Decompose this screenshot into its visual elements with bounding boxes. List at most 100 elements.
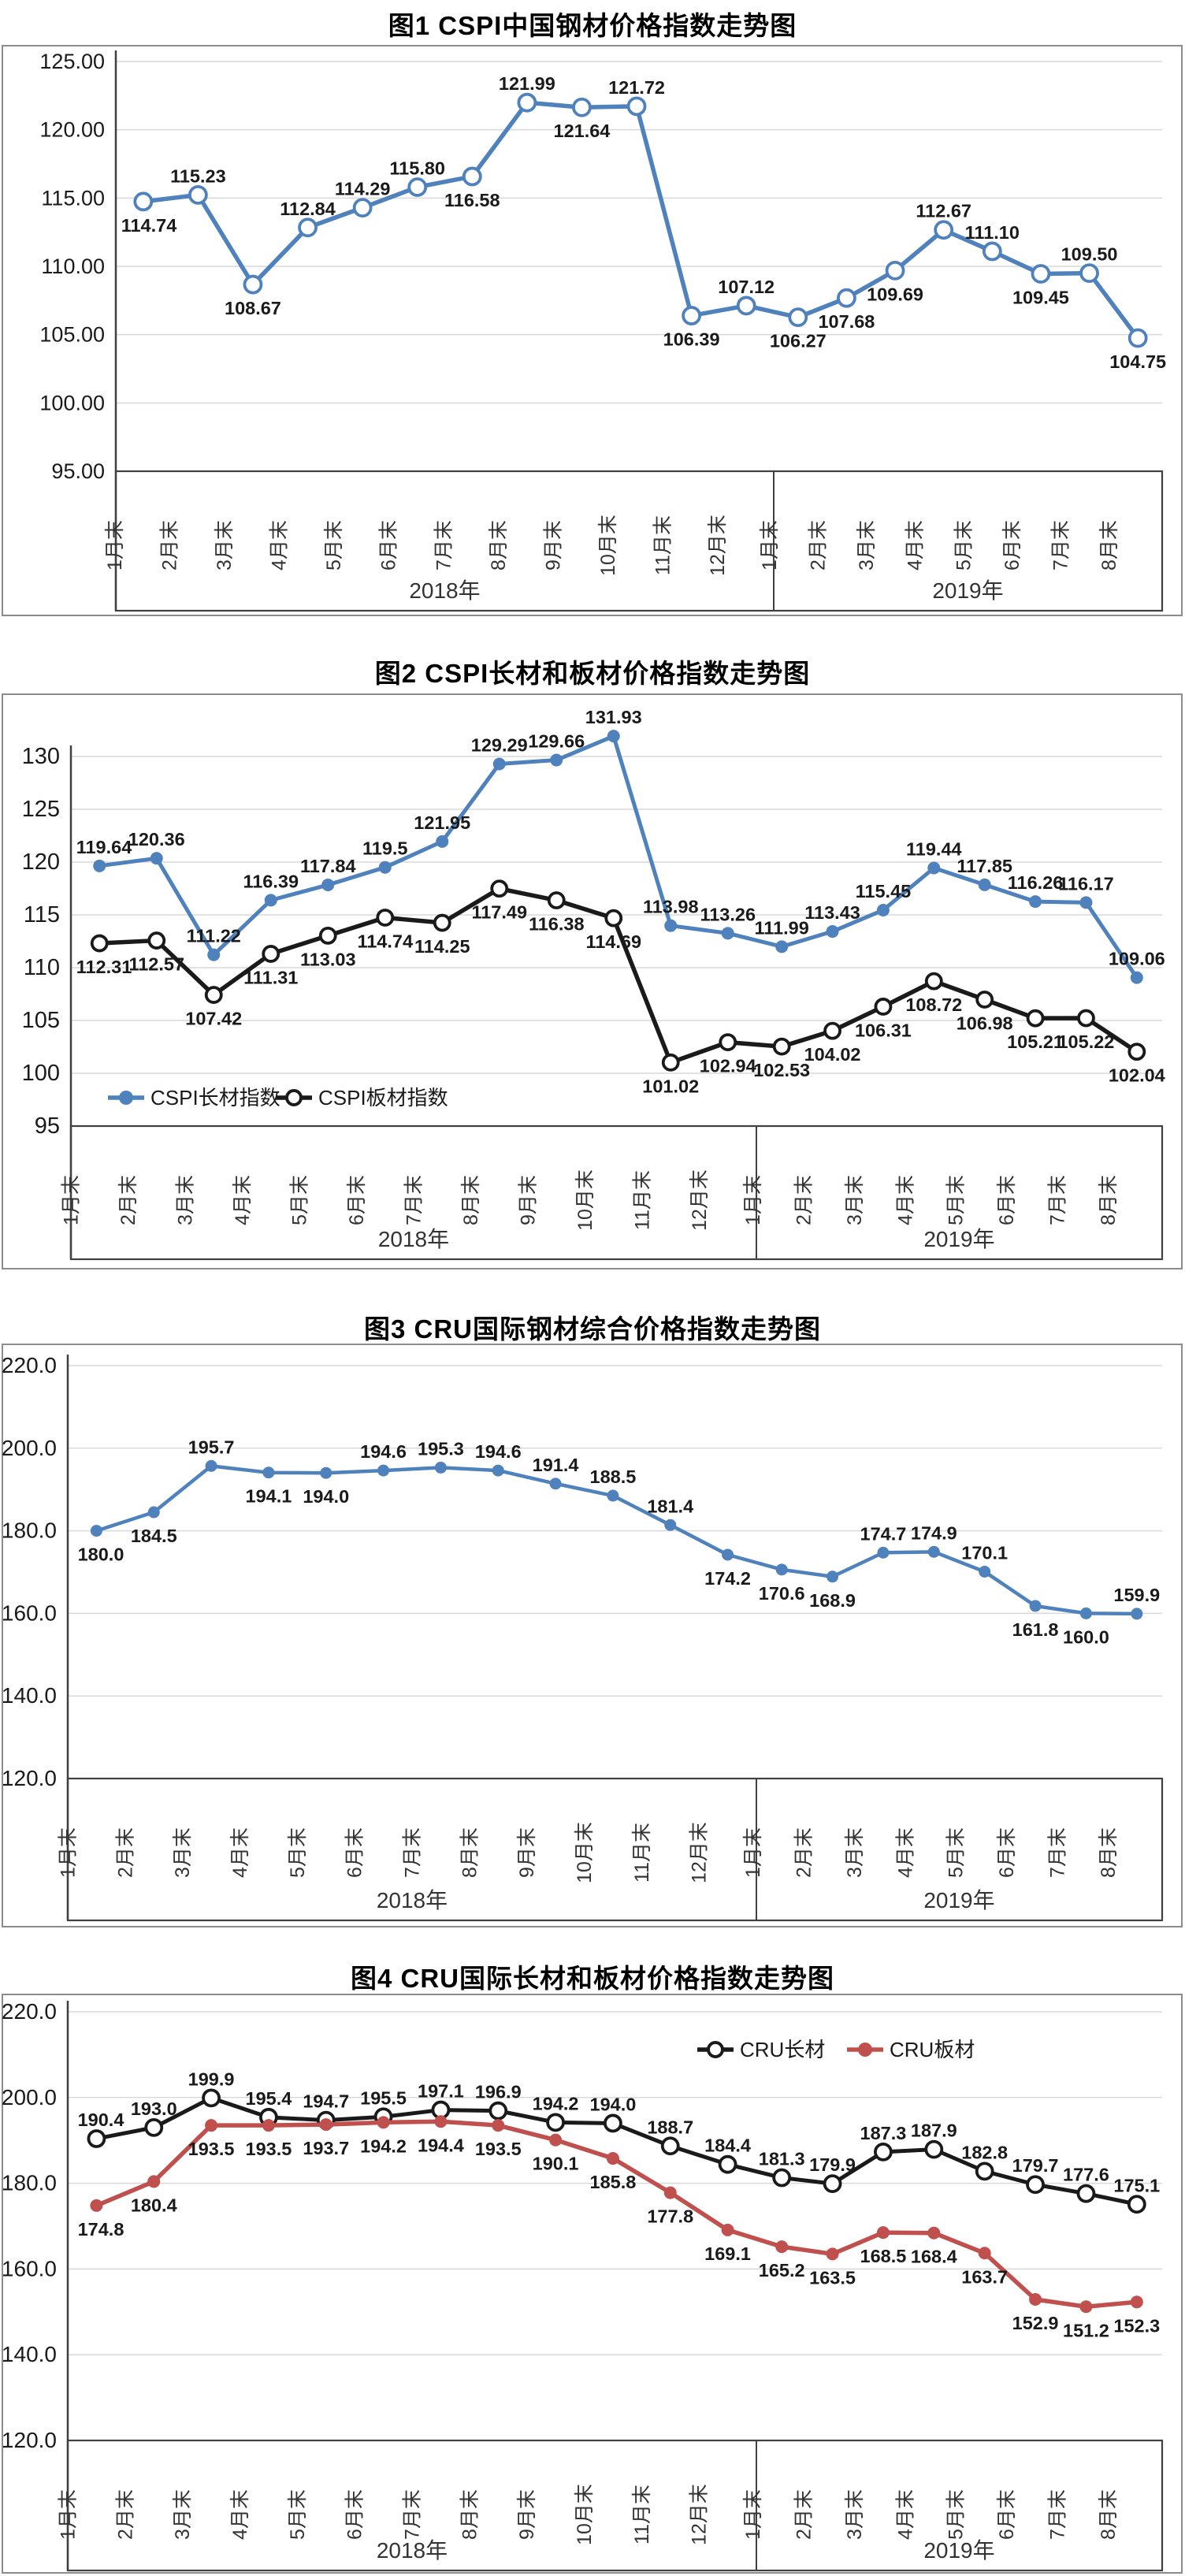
data-point-marker: [262, 945, 280, 963]
data-label: 116.39: [243, 871, 299, 891]
month-label: 7月末: [401, 2489, 423, 2540]
y-tick-label: 180.0: [2, 1518, 57, 1543]
data-point-marker: [572, 97, 592, 117]
chart-border: [2, 45, 1183, 616]
data-point-marker: [827, 1571, 839, 1583]
y-tick-label: 110: [24, 955, 60, 980]
data-label: 191.4: [533, 1455, 579, 1475]
figure-2-chart: 130 125 120 115 110 105 100 95 1月末 2月末 3月末 4月末 5月末 6月…: [0, 693, 1185, 1270]
month-label: 2月末: [793, 1827, 815, 1878]
year-label: 2018年: [377, 1888, 448, 1912]
data-point-marker: [823, 2174, 842, 2194]
month-label: 8月末: [459, 1827, 481, 1878]
data-point-marker: [546, 2113, 565, 2132]
y-tick-label: 120.0: [2, 1766, 57, 1790]
series-line: [95, 1464, 1137, 1616]
data-point-marker: [837, 288, 856, 308]
month-label: 5月末: [945, 1175, 968, 1225]
y-tick-label: 220.0: [2, 1353, 57, 1377]
data-point-marker: [549, 2133, 563, 2147]
year-label: 2019年: [923, 1227, 994, 1251]
data-point-marker: [547, 891, 566, 909]
data-label: 170.1: [961, 1542, 1008, 1563]
data-point-marker: [319, 2118, 332, 2132]
data-point-marker: [663, 2186, 677, 2199]
month-label: 5月末: [945, 2489, 968, 2540]
data-label: 193.0: [131, 2098, 177, 2119]
data-point-marker: [1077, 1009, 1095, 1028]
chart-svg-1: 125.00 120.00 115.00 110.00 105.00 100.00 95.0…: [2, 45, 1183, 616]
data-label: 169.1: [704, 2243, 751, 2264]
month-label: 8月末: [1098, 1175, 1120, 1225]
data-point-marker: [607, 730, 620, 743]
data-label: 179.7: [1012, 2155, 1059, 2176]
data-label: 107.12: [718, 277, 775, 297]
y-tick-label: 200.0: [2, 1436, 57, 1460]
month-label: 5月末: [953, 520, 975, 571]
data-point-marker: [927, 1545, 940, 1558]
y-axis-labels: 130 125 120 115 110 105 100 95: [22, 744, 60, 1139]
month-label: 1月末: [57, 1827, 79, 1878]
data-point-marker: [407, 177, 428, 197]
data-point-marker: [721, 2223, 734, 2236]
month-label: 4月末: [269, 520, 291, 571]
data-label: 109.50: [1061, 244, 1118, 265]
data-label: 111.31: [243, 967, 298, 987]
data-point-marker: [874, 2142, 893, 2162]
data-label: 113.43: [804, 902, 860, 923]
y-tick-label: 120.00: [39, 118, 105, 142]
data-label: 115.80: [389, 158, 445, 178]
y-tick-label: 115.00: [41, 186, 105, 210]
data-point-marker: [133, 191, 154, 212]
figure-1-chart: 125.00 120.00 115.00 110.00 105.00 100.00 95.0…: [0, 45, 1185, 617]
month-label: 5月末: [288, 1175, 310, 1225]
data-point-marker: [1130, 971, 1143, 984]
data-point-marker: [934, 220, 954, 240]
y-tick-label: 105.00: [39, 323, 105, 347]
data-point-marker: [979, 1565, 991, 1578]
month-label: 3月末: [174, 1175, 196, 1225]
chart-border: [2, 1344, 1183, 1927]
data-label: 190.4: [78, 2109, 124, 2130]
data-label: 114.74: [357, 931, 413, 951]
x-axis-box: [66, 1777, 1164, 1922]
y-tick-label: 120: [22, 849, 60, 875]
data-point-marker: [975, 2162, 994, 2181]
month-label: 2月末: [114, 2489, 136, 2540]
data-point-marker: [1079, 263, 1099, 284]
data-point-marker: [517, 92, 537, 113]
month-label: 2月末: [114, 1827, 136, 1878]
data-label: 105.22: [1057, 1032, 1114, 1052]
month-label: 4月末: [229, 2489, 251, 2540]
data-point-marker: [876, 2226, 890, 2240]
data-label: 117.84: [300, 856, 356, 876]
y-tick-label: 130: [22, 744, 60, 769]
data-label: 181.4: [647, 1496, 693, 1516]
month-label: 3月末: [214, 520, 236, 571]
data-point-marker: [823, 1021, 841, 1040]
data-label: 114.74: [121, 215, 177, 236]
data-point-marker: [924, 2139, 944, 2159]
figure-3-chart: 220.0 200.0 180.0 160.0 140.0 120.0 1月末 2月末 3月末 4…: [0, 1344, 1185, 1928]
data-point-marker: [775, 940, 789, 953]
y-axis-labels: 220.0 200.0 180.0 160.0 140.0 120.0: [2, 1999, 57, 2452]
data-point-marker: [205, 2119, 218, 2132]
month-label: 12月末: [689, 1822, 711, 1883]
data-point-marker: [1029, 895, 1042, 909]
month-label: 4月末: [905, 520, 927, 571]
data-point-marker: [321, 878, 335, 891]
data-point-marker: [978, 2247, 991, 2260]
data-label: 106.39: [663, 329, 720, 350]
data-label: 114.29: [335, 179, 391, 199]
month-label: 1月末: [104, 520, 126, 571]
data-point-marker: [93, 859, 106, 872]
data-point-marker: [462, 166, 482, 187]
month-label: 10月末: [574, 1169, 596, 1231]
data-point-marker: [1079, 1607, 1092, 1619]
data-label: 195.4: [246, 2088, 292, 2109]
month-label: 8月末: [488, 520, 510, 571]
month-label: 3月末: [844, 1175, 866, 1225]
data-label: 193.5: [188, 2139, 235, 2159]
